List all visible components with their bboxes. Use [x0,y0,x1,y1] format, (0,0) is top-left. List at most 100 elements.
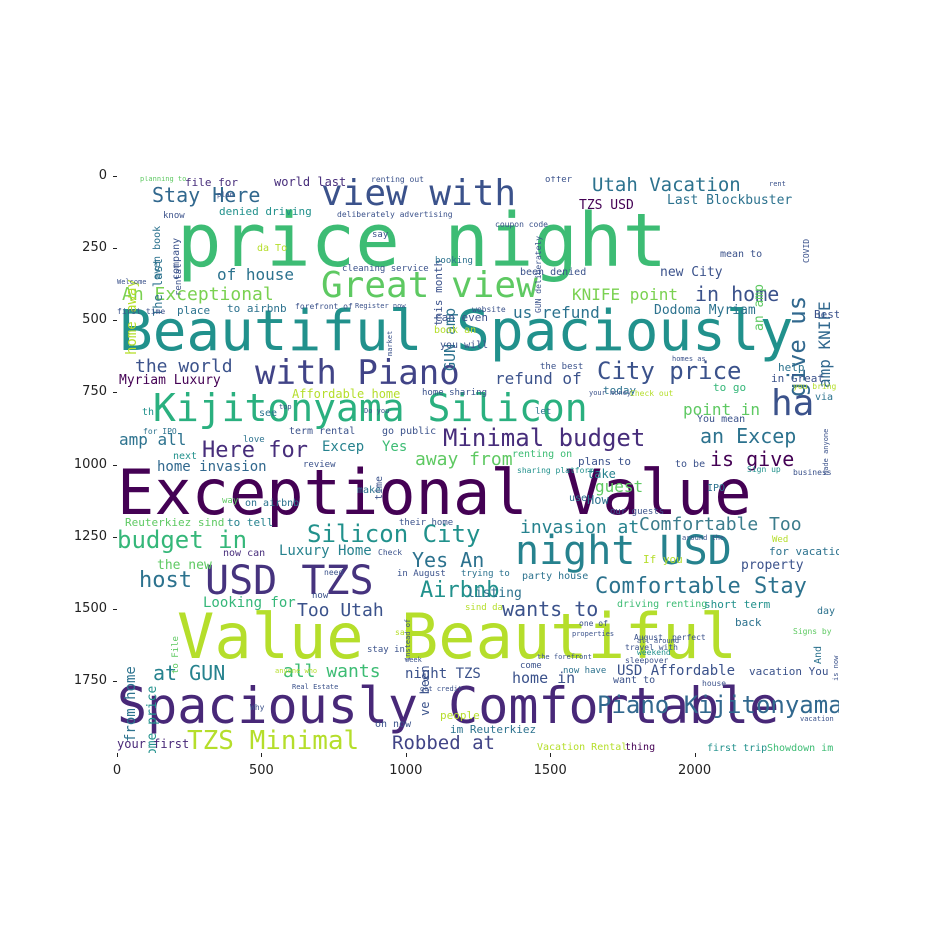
cloud-word: first trip [707,743,768,754]
cloud-word: your first [117,737,190,751]
y-tick-label: 500 [82,312,107,328]
cloud-word: go public [382,426,437,437]
cloud-word: safe [395,628,415,637]
cloud-word: in August [397,569,446,579]
cloud-word: for vacation [769,545,839,558]
cloud-word: Yes An [412,548,485,572]
cloud-word: made anyone [822,428,830,476]
cloud-word: away from [415,449,513,470]
cloud-word: An Exceptional [122,284,274,305]
x-tick-mark [405,753,407,757]
cloud-word: homes as [672,355,706,363]
cloud-word: th [142,407,155,418]
cloud-word: Value Beautiful [177,600,737,673]
cloud-word: USD Affordable [617,663,736,679]
y-tick-mark [113,248,117,250]
cloud-word: been denied [520,267,587,278]
cloud-word: to airbnb [227,302,287,315]
cloud-word: week [405,656,422,664]
cloud-word: mean to [720,249,763,260]
cloud-word: Utah Vacation [592,176,741,196]
cloud-word: Do you [364,407,390,415]
cloud-word: want to [613,675,656,686]
cloud-word: view with [321,176,517,214]
cloud-word: on now [375,719,412,730]
cloud-word: deliberately advertising [337,210,453,219]
cloud-word: via [815,392,834,403]
cloud-word: Affordable home [292,387,401,401]
cloud-word: time [374,475,385,500]
cloud-word: your money [589,389,632,397]
y-tick-label: 250 [82,240,107,256]
cloud-word: listing [467,586,522,601]
cloud-word: today [603,384,637,397]
cloud-word: TZS USD [579,198,634,213]
cloud-word: sharing platform [517,466,595,475]
cloud-word: get credit [420,685,463,693]
cloud-word: thing [625,742,656,753]
cloud-word: renting out [371,176,424,184]
cloud-word: Signs by [793,627,832,636]
cloud-word: rent [769,180,786,188]
cloud-word: house [702,679,727,688]
cloud-word: Yes [382,439,408,455]
cloud-word: home away [124,278,140,355]
cloud-word: review [303,460,336,470]
cloud-word: help [778,361,805,374]
cloud-word: Beautiful Spaciously [119,299,794,364]
cloud-word: USD TZS [205,558,374,604]
cloud-word: Kijitonyama Silicon [153,386,588,430]
y-tick-mark [113,176,117,177]
cloud-word: Vacation Rental [537,742,628,753]
cloud-word: plan [217,191,234,199]
cloud-word: Dodoma Myriam [654,303,756,318]
cloud-word: Welcome [117,278,147,286]
cloud-word: KNIFE point [572,285,678,304]
cloud-word: to File [171,635,181,674]
cloud-word: need [324,568,344,577]
cloud-word: us refund [513,303,600,322]
cloud-word: booking [435,256,473,266]
cloud-word: home sharing [422,388,488,398]
cloud-word: Minimal budget [443,424,646,452]
cloud-word: the new [157,558,212,573]
cloud-word: take [587,467,616,481]
cloud-word: weekend [637,648,671,657]
y-tick-label: 1250 [73,528,107,544]
cloud-word: new City [660,265,723,280]
cloud-word: renting on [512,449,573,460]
cloud-word: the best [540,362,584,372]
x-tick-label: 2000 [678,763,712,778]
cloud-word: love [243,435,265,445]
cloud-word: place [177,304,211,317]
cloud-word: let [535,407,552,417]
cloud-word: coupon code [495,220,548,229]
x-tick-label: 1000 [389,763,423,778]
y-tick-mark [113,320,117,322]
cloud-word: If you [643,553,683,566]
cloud-word: instead of [404,618,412,661]
cloud-word: an amp [752,283,767,331]
cloud-word: guest [595,477,644,496]
cloud-word: driving renting [617,599,708,610]
cloud-word: Robbed at [392,732,495,753]
cloud-word: know [163,211,185,221]
cloud-word: in home [695,282,780,306]
x-tick-mark [550,753,552,757]
cloud-word: is now [832,655,839,682]
cloud-word: Airbnb [420,578,500,603]
cloud-word: refund of [495,369,582,388]
cloud-word: cleaning service [342,264,429,274]
cloud-word: home invasion [157,459,267,475]
y-tick-label: 1500 [73,600,107,616]
cloud-word: back [735,616,762,629]
cloud-word: property [741,558,804,573]
cloud-word: at GUN [153,661,226,685]
cloud-word: sleepover [625,656,669,665]
cloud-word: budget in [117,526,248,554]
cloud-word: to go [713,381,747,394]
cloud-word: short term [704,598,771,611]
cloud-word: forefront of [295,302,353,311]
x-tick-label: 0 [112,763,122,778]
x-tick-mark [261,753,263,757]
